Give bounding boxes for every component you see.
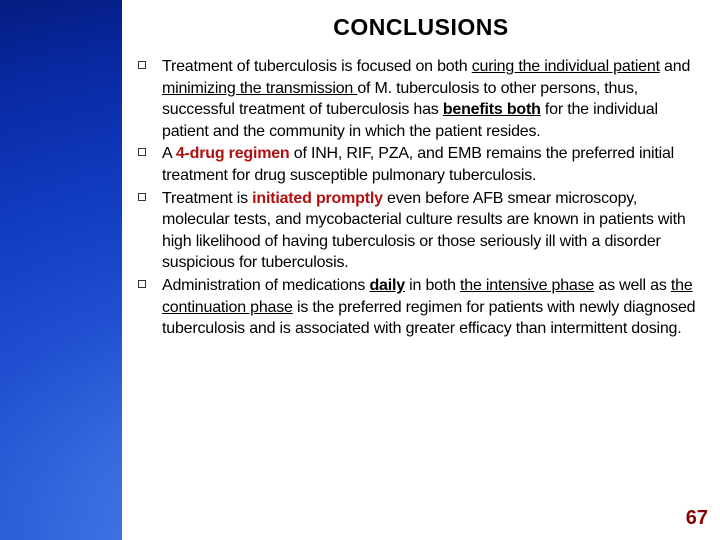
bullet-marker-icon xyxy=(138,280,146,288)
bullet-marker-icon xyxy=(138,148,146,156)
slide-title: CONCLUSIONS xyxy=(122,14,720,41)
text-segment: the intensive phase xyxy=(460,277,594,294)
bullet-item: Administration of medications daily in b… xyxy=(138,275,702,340)
text-segment: initiated promptly xyxy=(252,190,383,207)
text-segment: Treatment of tuberculosis is focused on … xyxy=(162,58,472,75)
bullet-text: A 4-drug regimen of INH, RIF, PZA, and E… xyxy=(162,143,702,186)
bullet-text: Administration of medications daily in b… xyxy=(162,275,702,340)
content-box: CONCLUSIONS Treatment of tuberculosis is… xyxy=(122,0,720,540)
text-segment: A xyxy=(162,145,176,162)
text-segment: benefits both xyxy=(443,101,541,118)
page-number: 67 xyxy=(686,507,708,530)
bullet-list: Treatment of tuberculosis is focused on … xyxy=(138,56,702,341)
text-segment: and xyxy=(660,58,690,75)
text-segment: Treatment is xyxy=(162,190,252,207)
bullet-marker-icon xyxy=(138,193,146,201)
bullet-item: Treatment is initiated promptly even bef… xyxy=(138,188,702,274)
slide: CONCLUSIONS Treatment of tuberculosis is… xyxy=(0,0,720,540)
text-segment: daily xyxy=(369,277,404,294)
text-segment: curing the individual patient xyxy=(472,58,660,75)
text-segment: Administration of medications xyxy=(162,277,369,294)
bullet-text: Treatment is initiated promptly even bef… xyxy=(162,188,702,274)
bullet-item: A 4-drug regimen of INH, RIF, PZA, and E… xyxy=(138,143,702,186)
text-segment: minimizing the transmission xyxy=(162,80,357,97)
text-segment: as well as xyxy=(594,277,671,294)
bullet-text: Treatment of tuberculosis is focused on … xyxy=(162,56,702,142)
bullet-marker-icon xyxy=(138,61,146,69)
text-segment: 4-drug regimen xyxy=(176,145,290,162)
text-segment: in both xyxy=(405,277,460,294)
bullet-item: Treatment of tuberculosis is focused on … xyxy=(138,56,702,142)
